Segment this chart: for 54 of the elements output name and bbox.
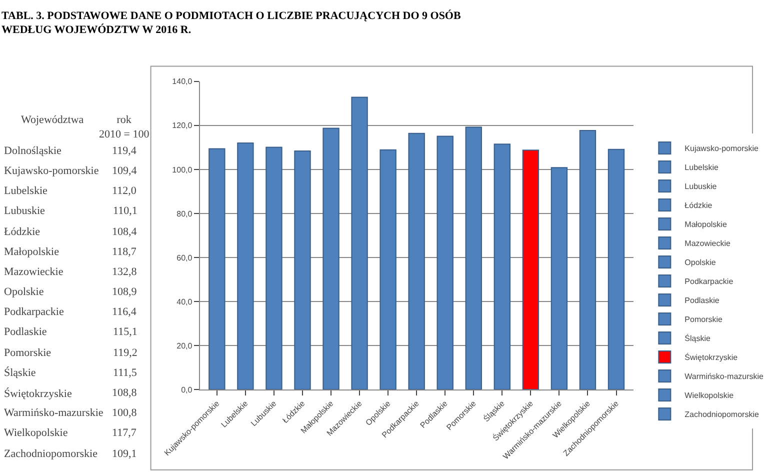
text: Łódzkie: [4, 226, 40, 238]
legend-label: Małopolskie: [684, 220, 728, 230]
text: 119,4: [112, 145, 137, 157]
text: 109,1: [112, 448, 137, 460]
legend-label: Mazowieckie: [684, 239, 732, 248]
text: 117,7: [112, 427, 137, 439]
text: Świętokrzyskie: [4, 387, 72, 400]
text: Kujawsko-pomorskie: [4, 165, 99, 177]
y-tick-label: 0,0: [181, 385, 193, 394]
text: 108,8: [112, 387, 138, 399]
text: 108,4: [112, 226, 138, 238]
text: Mazowieckie: [4, 266, 64, 278]
text: Lubuskie: [4, 205, 46, 217]
legend-label: Kujawsko-pomorskie: [684, 144, 760, 154]
text: Podkarpackie: [4, 306, 64, 318]
y-tick-label: 120,0: [172, 121, 193, 130]
y-tick-label: 60,0: [176, 253, 193, 262]
text: Opolskie: [4, 286, 44, 298]
text: Lubelskie: [4, 185, 48, 197]
legend-label: Śląskie: [684, 333, 712, 344]
legend-label: Podkarpackie: [684, 277, 734, 286]
chart-title: TABL. 3. PODSTAWOWE DANE O PODMIOTACH O LICZBIE PRACUJĄCYCH DO 9 OSÓB WEDŁUG WOJEWÓDZTW W 2016 R.: [2, 8, 462, 36]
text: 108,9: [112, 286, 138, 298]
legend-label: Pomorskie: [684, 315, 724, 324]
legend-label: Wielkopolskie: [684, 391, 734, 400]
legend-label: Lubelskie: [684, 163, 720, 172]
text: 100,8: [112, 407, 138, 419]
text: Podlaskie: [4, 326, 47, 338]
legend-label: Opolskie: [684, 258, 716, 268]
legend-label: Lubuskie: [684, 182, 718, 192]
y-tick-label: 20,0: [176, 341, 193, 350]
text: 109,4: [112, 165, 138, 177]
text: 110,1: [113, 205, 138, 217]
text: 132,8: [112, 266, 138, 278]
y-tick-label: 140,0: [172, 77, 193, 86]
text: 115,1: [113, 326, 138, 338]
text: Śląskie: [4, 366, 36, 379]
text: Dolnośląskie: [4, 145, 62, 157]
text: 116,4: [112, 306, 137, 318]
text: Województwa: [21, 114, 84, 126]
legend-label: Świętokrzyskie: [684, 352, 738, 362]
text: Małopolskie: [4, 246, 60, 258]
text: 118,7: [112, 246, 137, 258]
text: 112,0: [112, 185, 137, 197]
text: 119,2: [113, 347, 138, 359]
y-tick-label: 80,0: [176, 209, 193, 218]
text: 111,5: [113, 367, 138, 379]
y-tick-label: 40,0: [176, 297, 193, 306]
text: Pomorskie: [4, 347, 52, 359]
text: rok 2010 = 100: [99, 114, 150, 140]
y-tick-label: 100,0: [172, 165, 193, 174]
legend-label: Warmińsko-mazurskie: [684, 372, 764, 382]
legend-label: Łódzkie: [684, 201, 713, 210]
legend-label: Podlaskie: [684, 296, 720, 306]
